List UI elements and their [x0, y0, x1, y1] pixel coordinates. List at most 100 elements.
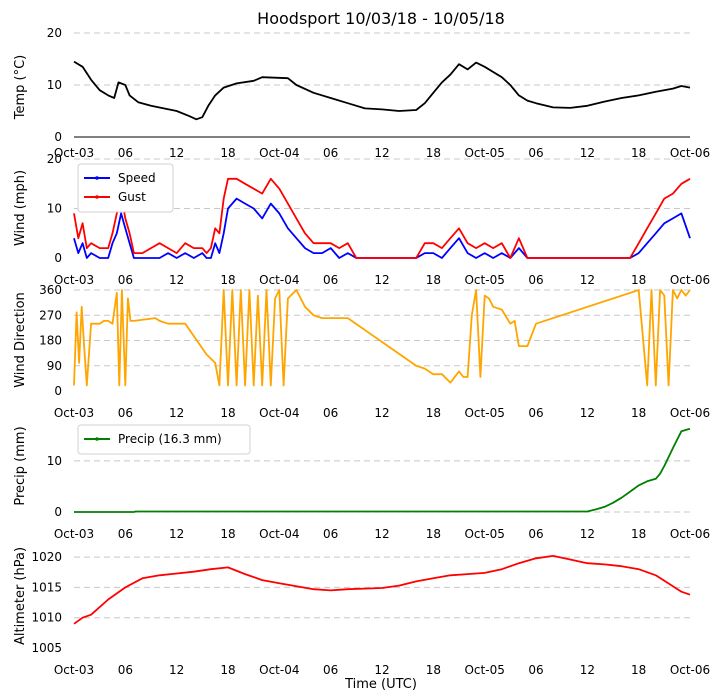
legend-wind: Speed Gust [77, 163, 174, 213]
y-axis-label: Precip (mm) [13, 426, 28, 505]
legend-marker [95, 195, 99, 199]
x-tick-label: Oct-05 [464, 663, 504, 677]
x-tick-label: 18 [426, 273, 441, 287]
legend-box [77, 163, 174, 213]
x-tick-label: Oct-06 [670, 146, 710, 160]
series-line-gust [73, 177, 691, 259]
x-tick-label: Oct-03 [54, 527, 94, 541]
y-tick-label: 10 [47, 202, 62, 216]
y-tick-label: 0 [54, 251, 62, 265]
y-axis-label: Altimeter (hPa) [13, 547, 28, 645]
x-tick-label: Oct-06 [670, 527, 710, 541]
series-line-altimeter [73, 555, 691, 625]
x-tick-label: 12 [580, 527, 595, 541]
y-tick-label: 360 [39, 283, 62, 297]
x-tick-label: Oct-05 [464, 527, 504, 541]
x-tick-label: 12 [374, 406, 389, 420]
panel-precip: 0 10 Oct-03 06 12 18 Oct-04 06 12 18 Oct-05 06 12 18 O… [13, 424, 710, 541]
panel-temp: 0 10 20 Oct-03 06 12 18 Oct-04 06 12 18 Oct-05 06 12 1… [13, 26, 710, 160]
panel-alt: 1005 1010 1015 1020 Oct-03 06 12 18 Oct-04 06 12 18… [13, 547, 710, 677]
x-tick-label: 06 [528, 527, 543, 541]
y-axis-label: Wind (mph) [13, 170, 28, 246]
x-tick-label: 06 [323, 527, 338, 541]
x-tick-label: 12 [169, 146, 184, 160]
panel-wind: 0 10 20 Oct-03 06 12 18 Oct-04 06 12 18 Oct-05 06 12 1… [13, 152, 710, 287]
series-line-direction [73, 289, 691, 387]
x-tick-label: Oct-04 [259, 663, 299, 677]
x-tick-label: 18 [631, 527, 646, 541]
y-tick-label: 1010 [31, 611, 62, 625]
x-tick-label: Oct-05 [464, 146, 504, 160]
x-tick-label: Oct-05 [464, 406, 504, 420]
x-tick-label: Oct-03 [54, 663, 94, 677]
y-tick-label: 180 [39, 334, 62, 348]
legend-label: Gust [118, 190, 146, 204]
series-line-precip-16-3-mm- [74, 427, 691, 513]
x-tick-label: Oct-06 [670, 406, 710, 420]
x-tick-label: Oct-06 [670, 663, 710, 677]
x-tick-label: Oct-03 [54, 273, 94, 287]
x-tick-label: 12 [169, 273, 184, 287]
legend-marker [95, 437, 99, 441]
x-tick-label: 06 [118, 406, 133, 420]
x-tick-label: Oct-05 [464, 273, 504, 287]
x-tick-label: 18 [220, 406, 235, 420]
x-tick-label: Oct-04 [259, 146, 299, 160]
x-tick-label: 18 [426, 663, 441, 677]
x-tick-label: 12 [374, 273, 389, 287]
x-tick-label: 06 [323, 406, 338, 420]
x-tick-label: 06 [323, 273, 338, 287]
x-tick-label: 06 [118, 273, 133, 287]
x-axis-label: Time (UTC) [344, 677, 417, 692]
x-tick-label: 18 [426, 406, 441, 420]
x-tick-label: 06 [118, 527, 133, 541]
x-tick-label: 12 [169, 527, 184, 541]
y-tick-label: 0 [54, 384, 62, 398]
x-tick-label: 18 [426, 527, 441, 541]
x-tick-label: 18 [631, 273, 646, 287]
y-axis-label: Temp (°C) [13, 55, 28, 121]
x-tick-label: 12 [580, 146, 595, 160]
x-tick-label: 06 [528, 663, 543, 677]
legend-marker [95, 176, 99, 180]
x-tick-label: 18 [220, 146, 235, 160]
y-tick-label: 10 [47, 454, 62, 468]
x-tick-label: 06 [528, 273, 543, 287]
x-tick-label: 06 [118, 663, 133, 677]
legend-label: Speed [118, 171, 156, 185]
y-tick-label: 20 [47, 26, 62, 40]
legend-label: Precip (16.3 mm) [118, 432, 222, 446]
x-tick-label: Oct-04 [259, 527, 299, 541]
x-tick-label: 12 [580, 273, 595, 287]
y-tick-label: 1015 [31, 580, 62, 594]
x-tick-label: 12 [580, 406, 595, 420]
x-tick-label: Oct-06 [670, 273, 710, 287]
y-tick-label: 270 [39, 308, 62, 322]
x-tick-label: 12 [374, 663, 389, 677]
y-tick-label: 10 [47, 78, 62, 92]
x-tick-label: 06 [528, 146, 543, 160]
x-tick-label: Oct-04 [259, 406, 299, 420]
panel-dir: 0 90 180 270 360 Oct-03 06 12 18 Oct-04 06 12 18 Oct-… [13, 283, 710, 420]
y-axis-label: Wind Direction [13, 292, 28, 388]
y-tick-label: 20 [47, 152, 62, 166]
y-tick-label: 1005 [31, 641, 62, 655]
y-tick-label: 90 [47, 359, 62, 373]
x-tick-label: Oct-03 [54, 406, 94, 420]
x-tick-label: 18 [631, 663, 646, 677]
x-tick-label: 12 [169, 663, 184, 677]
x-tick-label: 18 [631, 406, 646, 420]
x-tick-label: 06 [323, 146, 338, 160]
y-tick-label: 0 [54, 505, 62, 519]
x-tick-label: 18 [220, 663, 235, 677]
x-tick-label: 18 [426, 146, 441, 160]
x-tick-label: 06 [118, 146, 133, 160]
x-tick-label: 12 [374, 146, 389, 160]
x-tick-label: 12 [169, 406, 184, 420]
x-tick-label: 12 [374, 527, 389, 541]
x-tick-label: 06 [528, 406, 543, 420]
x-tick-label: 18 [220, 527, 235, 541]
y-tick-label: 0 [54, 130, 62, 144]
series-line-temp [73, 60, 691, 121]
